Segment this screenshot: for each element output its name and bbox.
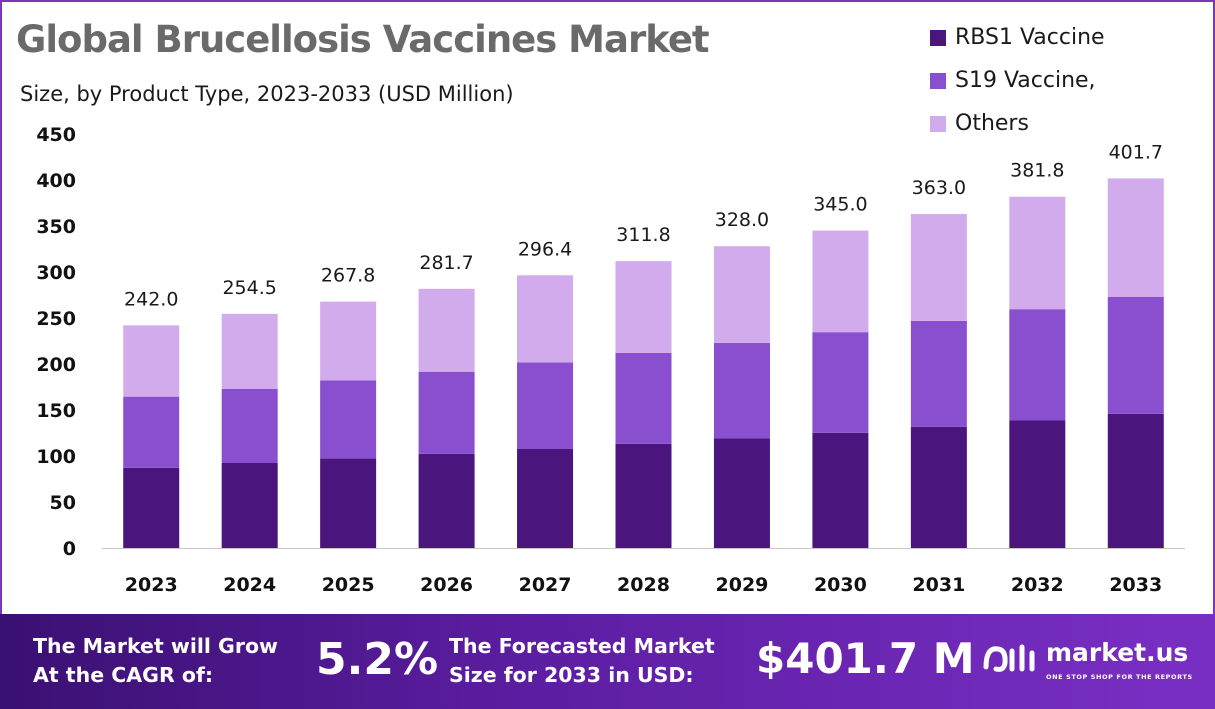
- legend-item-rbs1: RBS1 Vaccine: [930, 16, 1105, 59]
- bar-segment: [1107, 413, 1164, 548]
- x-tick-label: 2033: [1109, 574, 1162, 596]
- bar-segment: [1107, 178, 1164, 297]
- y-tick-label: 50: [50, 492, 76, 514]
- y-tick-label: 350: [36, 216, 76, 238]
- x-tick-label: 2030: [814, 574, 867, 596]
- x-tick-label: 2028: [617, 574, 670, 596]
- bar-segment: [615, 443, 672, 548]
- bar-segment: [1107, 296, 1164, 414]
- bar-segment: [910, 426, 967, 548]
- bar-total-label: 242.0: [124, 288, 178, 310]
- bar-total-label: 281.7: [419, 252, 473, 274]
- bar-segment: [517, 449, 574, 548]
- legend-item-others: Others: [930, 102, 1105, 145]
- market-us-logo-icon: [983, 644, 1035, 672]
- forecast-label-line2: Size for 2033 in USD:: [449, 663, 694, 687]
- chart-frame: Global Brucellosis Vaccines Market Size,…: [0, 0, 1215, 614]
- bar-segment: [320, 301, 377, 381]
- x-tick-label: 2032: [1011, 574, 1064, 596]
- forecast-value: $401.7 M: [756, 634, 975, 683]
- forecast-label-line1: The Forecasted Market: [449, 634, 715, 658]
- bar-total-label: 401.7: [1109, 141, 1163, 163]
- forecast-label: The Forecasted Market Size for 2033 in U…: [449, 632, 715, 690]
- bar-segment: [615, 261, 672, 353]
- y-tick-label: 450: [36, 124, 76, 146]
- cagr-label: The Market will Grow At the CAGR of:: [33, 632, 278, 690]
- bar-segment: [713, 438, 770, 548]
- y-tick-label: 400: [36, 170, 76, 192]
- bar-segment: [221, 313, 278, 389]
- x-tick-label: 2029: [716, 574, 769, 596]
- legend-swatch-others: [930, 115, 946, 132]
- bar-segment: [320, 380, 377, 459]
- bar-segment: [123, 325, 180, 397]
- x-tick-label: 2024: [223, 574, 276, 596]
- bar-segment: [221, 462, 278, 548]
- brand-tagline: ONE STOP SHOP FOR THE REPORTS: [1046, 673, 1193, 681]
- bar-segment: [910, 320, 967, 427]
- bar-segment: [910, 214, 967, 321]
- bar-total-label: 381.8: [1010, 160, 1064, 182]
- y-tick-label: 0: [63, 538, 76, 560]
- bar-segment: [221, 388, 278, 463]
- bar-segment: [418, 453, 475, 548]
- bar-segment: [123, 396, 180, 468]
- bar-total-label: 345.0: [813, 194, 867, 216]
- bar-segment: [812, 432, 869, 548]
- legend-swatch-rbs1: [930, 29, 946, 46]
- legend-swatch-s19: [930, 72, 946, 89]
- bar-segment: [1009, 420, 1066, 548]
- bar-total-label: 254.5: [222, 277, 276, 299]
- x-tick-label: 2031: [912, 574, 965, 596]
- bar-segment: [320, 458, 377, 548]
- bar-total-label: 363.0: [912, 177, 966, 199]
- y-tick-label: 250: [36, 308, 76, 330]
- cagr-label-line2: At the CAGR of:: [33, 663, 214, 687]
- legend-label-others: Others: [955, 111, 1029, 136]
- bar-segment: [517, 275, 574, 363]
- legend-label-s19: S19 Vaccine,: [955, 68, 1096, 93]
- footer-banner: The Market will Grow At the CAGR of: 5.2…: [0, 614, 1215, 709]
- bar-segment: [1009, 309, 1066, 421]
- bar-total-label: 267.8: [321, 265, 375, 287]
- legend-label-rbs1: RBS1 Vaccine: [955, 25, 1105, 50]
- bar-segment: [1009, 196, 1066, 310]
- cagr-value: 5.2%: [316, 634, 439, 685]
- bar-total-label: 311.8: [616, 224, 670, 246]
- stacked-bar-chart: 0 50 100 150 200 250 300 350 400 450 242.0 2023 254.…: [36, 124, 1185, 596]
- x-tick-label: 2023: [125, 574, 178, 596]
- bar-segment: [812, 230, 869, 333]
- bar-segment: [517, 362, 574, 450]
- chart-legend: RBS1 Vaccine S19 Vaccine, Others: [930, 16, 1105, 145]
- bar-segment: [418, 371, 475, 454]
- legend-item-s19: S19 Vaccine,: [930, 59, 1105, 102]
- bar-total-label: 328.0: [715, 209, 769, 231]
- y-tick-label: 150: [36, 400, 76, 422]
- y-tick-label: 200: [36, 354, 76, 376]
- chart-title: Global Brucellosis Vaccines Market: [16, 18, 710, 61]
- brand-name: market.us: [1046, 638, 1189, 667]
- y-tick-label: 300: [36, 262, 76, 284]
- bar-segment: [418, 288, 475, 372]
- x-tick-label: 2026: [420, 574, 473, 596]
- bar-segment: [615, 352, 672, 444]
- bar-segment: [713, 246, 770, 343]
- x-tick-label: 2027: [519, 574, 572, 596]
- bar-total-label: 296.4: [518, 238, 572, 260]
- x-tick-label: 2025: [322, 574, 375, 596]
- cagr-label-line1: The Market will Grow: [33, 634, 278, 658]
- bar-segment: [713, 342, 770, 439]
- y-tick-label: 100: [36, 446, 76, 468]
- bar-segment: [812, 332, 869, 433]
- chart-subtitle: Size, by Product Type, 2023-2033 (USD Mi…: [20, 82, 514, 106]
- bar-segment: [123, 467, 180, 548]
